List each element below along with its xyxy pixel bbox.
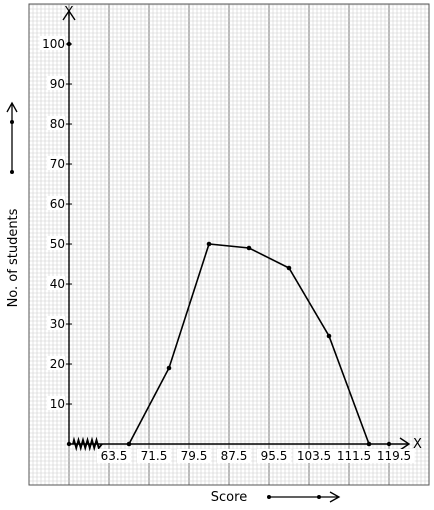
data-point	[366, 441, 372, 447]
y-direction-dot	[10, 120, 14, 124]
x-tick-label: 103.5	[297, 449, 331, 463]
data-point	[166, 365, 172, 371]
y-tick-label: 90	[50, 77, 65, 91]
y-tick-label: 30	[50, 317, 65, 331]
x-tick-label: 71.5	[141, 449, 168, 463]
x-axis-end-point	[386, 441, 392, 447]
x-tick-label-bg	[293, 449, 335, 463]
y-tick-label-bg	[47, 356, 65, 370]
x-tick-label-bg	[333, 449, 375, 463]
x-tick-label-bg	[137, 449, 171, 463]
x-tick-label: 95.5	[261, 449, 288, 463]
x-tick-label: 79.5	[181, 449, 208, 463]
x-tick-label: 87.5	[221, 449, 248, 463]
x-tick-label-bg	[177, 449, 211, 463]
y-tick-label-bg	[47, 236, 65, 250]
graph-paper-grid	[28, 3, 430, 486]
grid-border	[28, 3, 430, 486]
y-tick-label: 60	[50, 197, 65, 211]
y-tick-label-bg	[47, 396, 65, 410]
x-direction-dot	[317, 495, 321, 499]
x-direction-arrowhead	[329, 491, 341, 503]
y-axis-title: No. of students	[6, 208, 21, 307]
x-axis-title: Score	[211, 490, 247, 505]
y-tick-label: 80	[50, 117, 65, 131]
tick-labels: 10 20 30 40 50 60 70 80 90 100 63.5 71.5 79.5 87.5 95.…	[39, 36, 415, 463]
direction-arrows	[6, 101, 341, 503]
y-tick-label-bg	[47, 276, 65, 290]
y-tick-label-bg	[47, 116, 65, 130]
data-point	[326, 333, 332, 339]
y-tick-label-bg	[47, 76, 65, 90]
x-direction-dot	[267, 495, 271, 499]
x-tick-label-bg	[97, 449, 131, 463]
x-tick-label-bg	[217, 449, 251, 463]
x-tick-label: 111.5	[337, 449, 371, 463]
axis-titles: Score No. of students X Y	[6, 5, 422, 505]
data-point	[246, 245, 252, 251]
x-tick-label-bg	[257, 449, 291, 463]
y-tick-label: 70	[50, 157, 65, 171]
y-axis-letter: Y	[64, 5, 73, 20]
data-point	[206, 241, 212, 247]
axis-break-kink	[72, 436, 103, 452]
data-series	[126, 241, 372, 447]
x-tick-label: 63.5	[101, 449, 128, 463]
y-tick-label: 100	[42, 37, 65, 51]
y-tick-label: 50	[50, 237, 65, 251]
data-point	[126, 441, 132, 447]
y-tick-label-bg	[39, 36, 65, 50]
y-tick-label: 40	[50, 277, 65, 291]
y-tick-label: 20	[50, 357, 65, 371]
y-direction-dot	[10, 170, 14, 174]
y-axis-arrowhead	[62, 9, 76, 21]
y-tick-label-bg	[47, 156, 65, 170]
x-axis-arrowhead	[399, 437, 411, 451]
data-point	[286, 265, 292, 271]
y-tick-label-bg	[47, 316, 65, 330]
x-tick-label: 119.5	[377, 449, 411, 463]
y-tick-label-bg	[47, 196, 65, 210]
y-direction-arrowhead	[6, 101, 18, 113]
x-axis-letter: X	[413, 437, 422, 452]
x-tick-label-bg	[373, 449, 415, 463]
origin-point	[66, 441, 72, 447]
y-tick-label: 10	[50, 397, 65, 411]
